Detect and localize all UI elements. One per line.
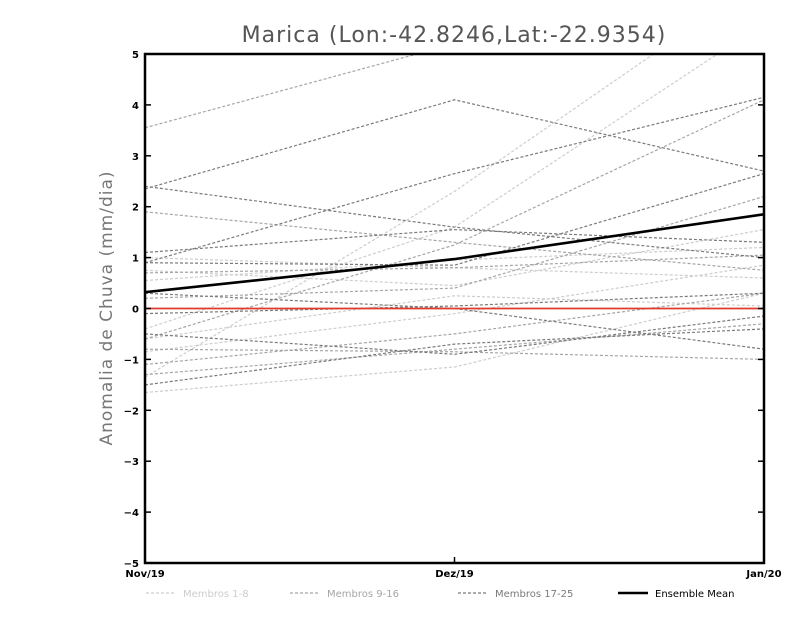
y-tick-label: 1: [132, 254, 139, 265]
y-tick-label: −3: [124, 457, 139, 468]
y-tick-label: −4: [124, 508, 139, 519]
member-line: [145, 295, 764, 340]
member-line: [145, 211, 764, 271]
member-line: [145, 292, 764, 366]
legend-label: Membros 17-25: [495, 589, 573, 600]
y-tick-label: −2: [124, 406, 139, 417]
member-line: [145, 228, 764, 254]
legend-label: Ensemble Mean: [655, 589, 734, 600]
legend: Membros 1-8 Membros 9-16 Membros 17-25 Ense…: [146, 589, 734, 600]
y-tick-label: 0: [132, 305, 139, 316]
y-tick-label: 4: [132, 101, 139, 112]
y-tick-label: 3: [132, 152, 139, 163]
member-line: [145, 348, 764, 360]
y-tick-label: 5: [132, 50, 139, 61]
member-line: [145, 264, 764, 353]
y-tick-label: −5: [124, 559, 139, 570]
member-line: [145, 292, 764, 315]
x-tick-label: Dez/19: [435, 569, 474, 580]
member-line: [145, 185, 764, 259]
chart-title: Marica (Lon:-42.8246,Lat:-22.9354): [242, 23, 667, 48]
member-line: [145, 99, 764, 340]
x-ticks: Nov/19 Dez/19 Jan/20: [125, 557, 782, 580]
legend-label: Membros 1-8: [183, 589, 249, 600]
x-tick-label: Nov/19: [125, 569, 164, 580]
ensemble-mean-line: [145, 213, 764, 294]
y-ticks: −5 −4 −3 −2 −1 0 1 2 3 4 5: [124, 50, 764, 570]
member-line: [145, 257, 764, 279]
y-axis-label: Anomalia de Chuva (mm/dia): [97, 170, 117, 445]
member-line: [145, 99, 764, 190]
member-line: [145, 96, 764, 264]
member-line: [145, 315, 764, 355]
y-tick-label: −1: [124, 355, 139, 366]
member-line: [145, 328, 764, 386]
member-line: [145, 323, 764, 376]
legend-label: Membros 9-16: [327, 589, 399, 600]
member-line: [145, 54, 420, 129]
y-tick-label: 2: [132, 203, 139, 214]
member-line: [145, 254, 764, 274]
member-line: [145, 54, 655, 378]
x-tick-label: Jan/20: [745, 569, 781, 580]
series-layer: [145, 54, 764, 394]
member-line: [145, 292, 764, 350]
member-line: [145, 292, 764, 394]
